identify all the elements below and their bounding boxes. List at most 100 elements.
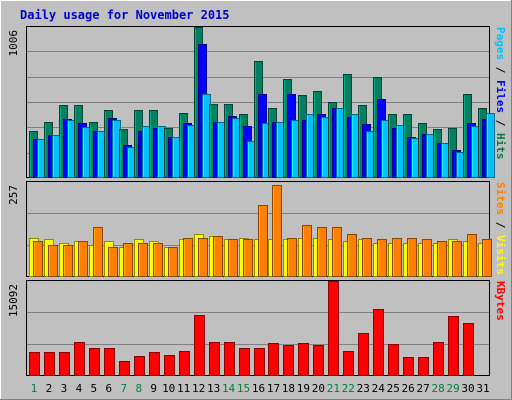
day-label-2: 2 [46, 382, 53, 395]
day-label-10: 10 [162, 382, 175, 395]
bar-kbytes-day-17 [268, 343, 279, 376]
bar-kbytes-day-4 [74, 342, 85, 376]
day-label-16: 16 [252, 382, 265, 395]
day-label-3: 3 [61, 382, 68, 395]
bar-kbytes-day-11 [179, 351, 190, 376]
day-label-23: 23 [357, 382, 370, 395]
bar-kbytes-day-23 [358, 333, 369, 376]
bar-sites-day-20 [317, 227, 327, 277]
bar-sites-day-13 [213, 236, 223, 277]
bar-sites-day-17 [272, 185, 282, 277]
chart-panels: 1006 Pages / Files / Hits 257 Sites / Visit… [7, 26, 507, 376]
legend-hits-label: Hits [494, 133, 507, 160]
day-label-12: 12 [192, 382, 205, 395]
bar-sites-day-19 [302, 225, 312, 277]
day-label-9: 9 [150, 382, 157, 395]
bar-kbytes-day-28 [433, 342, 444, 376]
day-label-24: 24 [372, 382, 386, 395]
bar-sites-day-8 [138, 243, 148, 277]
day-label-26: 26 [402, 382, 415, 395]
day-label-15: 15 [237, 382, 250, 395]
bar-sites-day-1 [33, 241, 43, 277]
ymax-label: 15092 [7, 284, 20, 317]
day-label-6: 6 [106, 382, 113, 395]
legend-visits-label: Visits [494, 235, 507, 275]
day-label-17: 17 [267, 382, 280, 395]
day-label-8: 8 [135, 382, 142, 395]
bar-sites-day-12 [198, 238, 208, 277]
day-label-25: 25 [387, 382, 400, 395]
legend--label: / [494, 60, 507, 80]
legend-files-label: Files [494, 80, 507, 113]
day-label-18: 18 [282, 382, 295, 395]
bar-kbytes-day-5 [89, 348, 100, 376]
day-label-19: 19 [297, 382, 310, 395]
bar-sites-day-3 [63, 245, 73, 277]
bar-kbytes-day-3 [59, 352, 70, 376]
day-label-14: 14 [222, 382, 236, 395]
day-axis-labels: 1 2 3 4 5 6 7 8 9 10 11 12 13 14 15 16 17 18 19 20 21 22 23 24 2… [31, 382, 490, 395]
panel-visits-sites: 257 Sites / Visits [7, 181, 507, 277]
bar-sites-day-11 [183, 238, 193, 277]
bar-kbytes-day-29 [448, 316, 459, 376]
series-legend: Pages / Files / Hits [494, 27, 507, 160]
day-label-11: 11 [177, 382, 190, 395]
bar-sites-day-9 [153, 243, 163, 277]
day-label-27: 27 [417, 382, 430, 395]
day-label-5: 5 [91, 382, 98, 395]
bar-kbytes-day-8 [134, 356, 145, 376]
bar-kbytes-day-2 [44, 352, 55, 376]
day-label-22: 22 [342, 382, 355, 395]
bar-kbytes-day-21 [328, 281, 339, 376]
panel-hits-files-pages: 1006 Pages / Files / Hits [7, 26, 507, 178]
bar-sites-day-26 [407, 238, 417, 277]
bar-sites-day-21 [332, 227, 342, 277]
bar-sites-day-6 [108, 247, 118, 277]
bar-pages-day-31 [486, 113, 495, 178]
bar-sites-day-15 [243, 239, 253, 277]
bar-sites-day-2 [48, 245, 58, 277]
bar-sites-day-29 [452, 241, 462, 277]
bar-sites-day-27 [422, 239, 432, 277]
bar-kbytes-day-25 [388, 344, 399, 376]
chart-title: Daily usage for November 2015 [20, 8, 230, 22]
bar-sites-day-16 [258, 205, 268, 277]
series-legend: Sites / Visits [494, 182, 507, 275]
day-label-7: 7 [120, 382, 127, 395]
panel-kbytes: 15092 KBytes [7, 280, 507, 376]
day-label-20: 20 [312, 382, 325, 395]
day-label-29: 29 [446, 382, 459, 395]
bar-sites-day-22 [347, 234, 357, 277]
day-label-31: 31 [476, 382, 489, 395]
legend-sites-label: Sites [494, 182, 507, 215]
day-label-28: 28 [431, 382, 444, 395]
day-label-4: 4 [76, 382, 83, 395]
legend--label: / [494, 113, 507, 133]
bar-sites-day-14 [228, 239, 238, 277]
bar-sites-day-18 [287, 238, 297, 277]
day-label-1: 1 [31, 382, 38, 395]
bar-kbytes-day-27 [418, 357, 429, 376]
bar-kbytes-day-1 [29, 352, 40, 376]
bar-kbytes-day-24 [373, 309, 384, 376]
bar-sites-day-30 [467, 234, 477, 277]
bar-sites-day-10 [168, 247, 178, 277]
bar-kbytes-day-9 [149, 352, 160, 376]
legend--label: / [494, 215, 507, 235]
bar-sites-day-31 [482, 239, 492, 277]
bar-sites-day-24 [377, 239, 387, 277]
bar-sites-day-25 [392, 238, 402, 277]
day-label-21: 21 [327, 382, 340, 395]
bar-kbytes-day-16 [254, 348, 265, 376]
bar-kbytes-day-22 [343, 351, 354, 376]
bar-kbytes-day-10 [164, 355, 175, 376]
bar-sites-day-7 [123, 243, 133, 277]
bar-kbytes-day-15 [239, 348, 250, 376]
bar-sites-day-5 [93, 227, 103, 277]
series-legend: KBytes [494, 281, 507, 321]
bar-kbytes-day-26 [403, 357, 414, 376]
legend-pages-label: Pages [494, 27, 507, 60]
bar-kbytes-day-19 [298, 343, 309, 376]
ymax-label: 1006 [7, 30, 20, 57]
